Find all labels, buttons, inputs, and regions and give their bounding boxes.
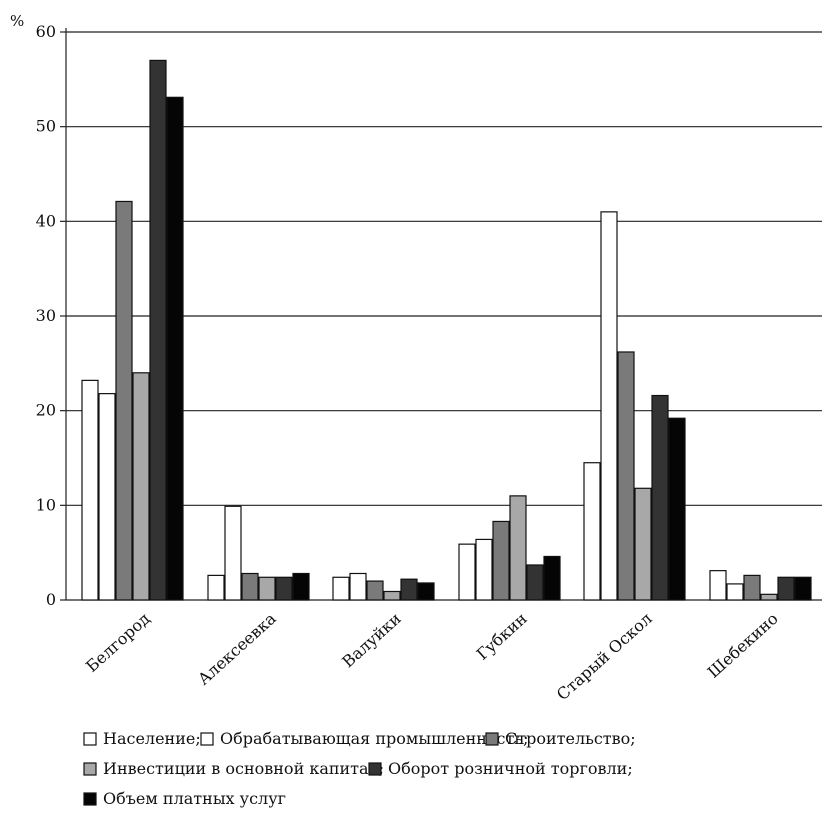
legend-swatch (83, 732, 97, 746)
y-unit-label: % (10, 12, 24, 30)
legend-swatch (200, 732, 214, 746)
bar (794, 576, 812, 601)
bar (726, 583, 744, 601)
bar (166, 96, 184, 601)
x-tick-label: Старый Оскол (553, 609, 656, 704)
y-tick-label: 20 (36, 401, 56, 420)
bar (492, 520, 510, 601)
bar (332, 576, 350, 601)
bar (509, 495, 527, 601)
bar (475, 538, 493, 601)
x-tick-label: Шебекино (704, 609, 782, 682)
x-tick-label: Валуйки (338, 609, 404, 671)
bar (98, 393, 116, 601)
bar (458, 543, 476, 601)
x-tick-label: Белгород (82, 609, 154, 676)
y-tick-label: 40 (36, 211, 56, 230)
legend-label: Население; (103, 729, 201, 748)
bar (760, 593, 778, 601)
legend-label: Строительство; (505, 729, 636, 748)
bar (224, 505, 242, 601)
bar (417, 582, 435, 601)
bar (132, 372, 150, 601)
legend-label: Оборот розничной торговли; (388, 759, 633, 778)
bar (275, 576, 293, 601)
bar (526, 564, 544, 601)
bar (400, 578, 418, 601)
bar (207, 574, 225, 601)
bar (81, 379, 99, 601)
y-tick-label: 0 (46, 590, 56, 609)
bar (149, 59, 167, 601)
y-tick-label: 30 (36, 306, 56, 325)
bar (777, 576, 795, 601)
bar (366, 580, 384, 601)
bar (543, 555, 561, 601)
legend-swatch (83, 792, 97, 806)
bar (292, 572, 310, 601)
x-tick-label: Губкин (473, 609, 531, 664)
bar (600, 211, 618, 601)
legend-swatch (368, 762, 382, 776)
bar (651, 394, 669, 601)
bar (583, 462, 601, 601)
bar (743, 574, 761, 601)
bar (617, 351, 635, 601)
x-tick-label: Алексеевка (194, 609, 280, 689)
y-tick-label: 60 (36, 22, 56, 41)
bar (668, 417, 686, 601)
legend-swatch (83, 762, 97, 776)
legend-swatch (485, 732, 499, 746)
bar (349, 572, 367, 601)
bar (634, 487, 652, 601)
legend-label: Обрабатывающая промышленность; (220, 729, 528, 748)
bar (241, 572, 259, 601)
legend-label: Инвестиции в основной капитал; (103, 759, 384, 778)
bar (709, 570, 727, 601)
y-tick-label: 50 (36, 117, 56, 136)
y-tick-label: 10 (36, 495, 56, 514)
legend-label: Объем платных услуг (103, 789, 286, 808)
bar (258, 576, 276, 601)
bar (115, 200, 133, 601)
bar (383, 590, 401, 601)
